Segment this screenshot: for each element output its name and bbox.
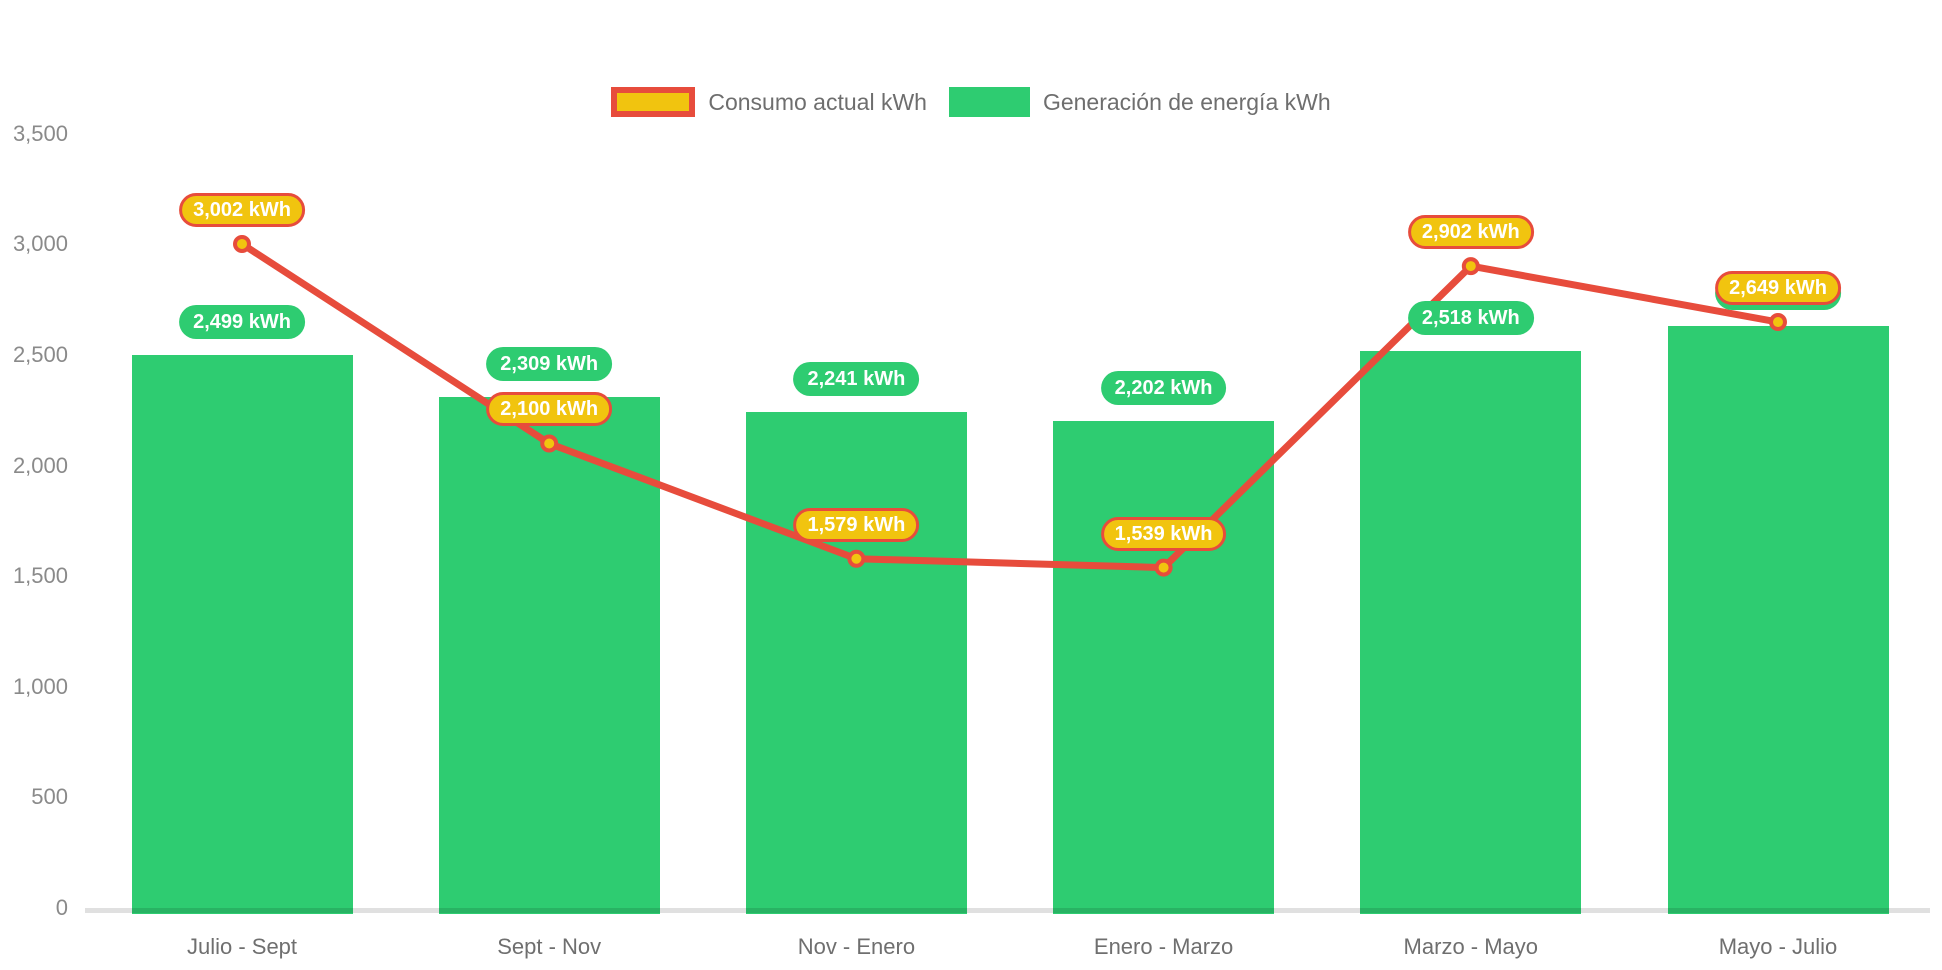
y-tick-0: 0 <box>55 895 68 920</box>
y-tick-3000: 3,000 <box>12 231 68 257</box>
x-label-marzo-mayo: Marzo - Mayo <box>1403 934 1539 959</box>
y-tick-1000: 1,000 <box>12 673 68 699</box>
consumo-label-pill-enero-marzo: 1,539 kWh <box>1100 516 1227 551</box>
consumo-label-pill-julio-sept: 3,002 kWh <box>179 192 305 227</box>
generacion-label-pill-sept-nov: 2,309 kWh <box>486 347 613 382</box>
legend-label-generacion: Generación de energía kWh <box>1042 88 1331 115</box>
consumo-point-nov-enero[interactable] <box>847 549 866 568</box>
bar-mayo-julio[interactable] <box>1667 326 1889 914</box>
bar-julio-sept[interactable] <box>131 355 353 914</box>
consumo-label-pill-mayo-julio: 2,649 kWh <box>1715 271 1841 306</box>
consumo-label-pill-sept-nov: 2,100 kWh <box>486 392 613 427</box>
bar-enero-marzo[interactable] <box>1053 420 1275 914</box>
y-tick-500: 500 <box>31 784 68 810</box>
legend-label-consumo: Consumo actual kWh <box>708 88 927 115</box>
generacion-label-pill-nov-enero: 2,241 kWh <box>793 362 920 397</box>
consumo-label-pill-marzo-mayo: 2,902 kWh <box>1407 215 1534 250</box>
bar-sept-nov[interactable] <box>438 397 660 914</box>
y-tick-2000: 2,000 <box>12 452 68 478</box>
consumo-point-sept-nov[interactable] <box>540 434 559 453</box>
bar-marzo-mayo[interactable] <box>1360 351 1582 914</box>
generacion-label-pill-enero-marzo: 2,202 kWh <box>1100 370 1227 405</box>
generacion-label-pill-julio-sept: 2,499 kWh <box>179 305 305 340</box>
x-label-sept-nov: Sept - Nov <box>497 934 602 959</box>
consumo-point-julio-sept[interactable] <box>233 234 251 253</box>
y-tick-1500: 1,500 <box>12 563 68 589</box>
legend-swatch-consumo-icon <box>611 87 696 117</box>
generacion-label-pill-marzo-mayo: 2,518 kWh <box>1407 301 1534 336</box>
x-label-nov-enero: Nov - Enero <box>797 934 916 959</box>
chart-legend: Consumo actual kWh Generación de energía… <box>0 87 1942 117</box>
x-label-enero-marzo: Enero - Marzo <box>1093 934 1234 959</box>
consumo-label-pill-nov-enero: 1,579 kWh <box>793 507 920 542</box>
consumo-point-marzo-mayo[interactable] <box>1461 257 1480 276</box>
legend-item-generacion[interactable]: Generación de energía kWh <box>948 87 1331 117</box>
x-axis-baseline <box>85 908 1930 913</box>
legend-swatch-generacion-icon <box>948 87 1030 117</box>
y-tick-2500: 2,500 <box>12 342 68 367</box>
legend-item-consumo[interactable]: Consumo actual kWh <box>611 87 927 117</box>
x-label-julio-sept: Julio - Sept <box>186 934 298 959</box>
x-label-mayo-julio: Mayo - Julio <box>1718 934 1838 959</box>
bar-nov-enero[interactable] <box>745 412 967 914</box>
y-tick-3500: 3,500 <box>12 120 68 146</box>
consumo-point-enero-marzo[interactable] <box>1154 558 1173 577</box>
consumo-point-mayo-julio[interactable] <box>1769 313 1787 332</box>
